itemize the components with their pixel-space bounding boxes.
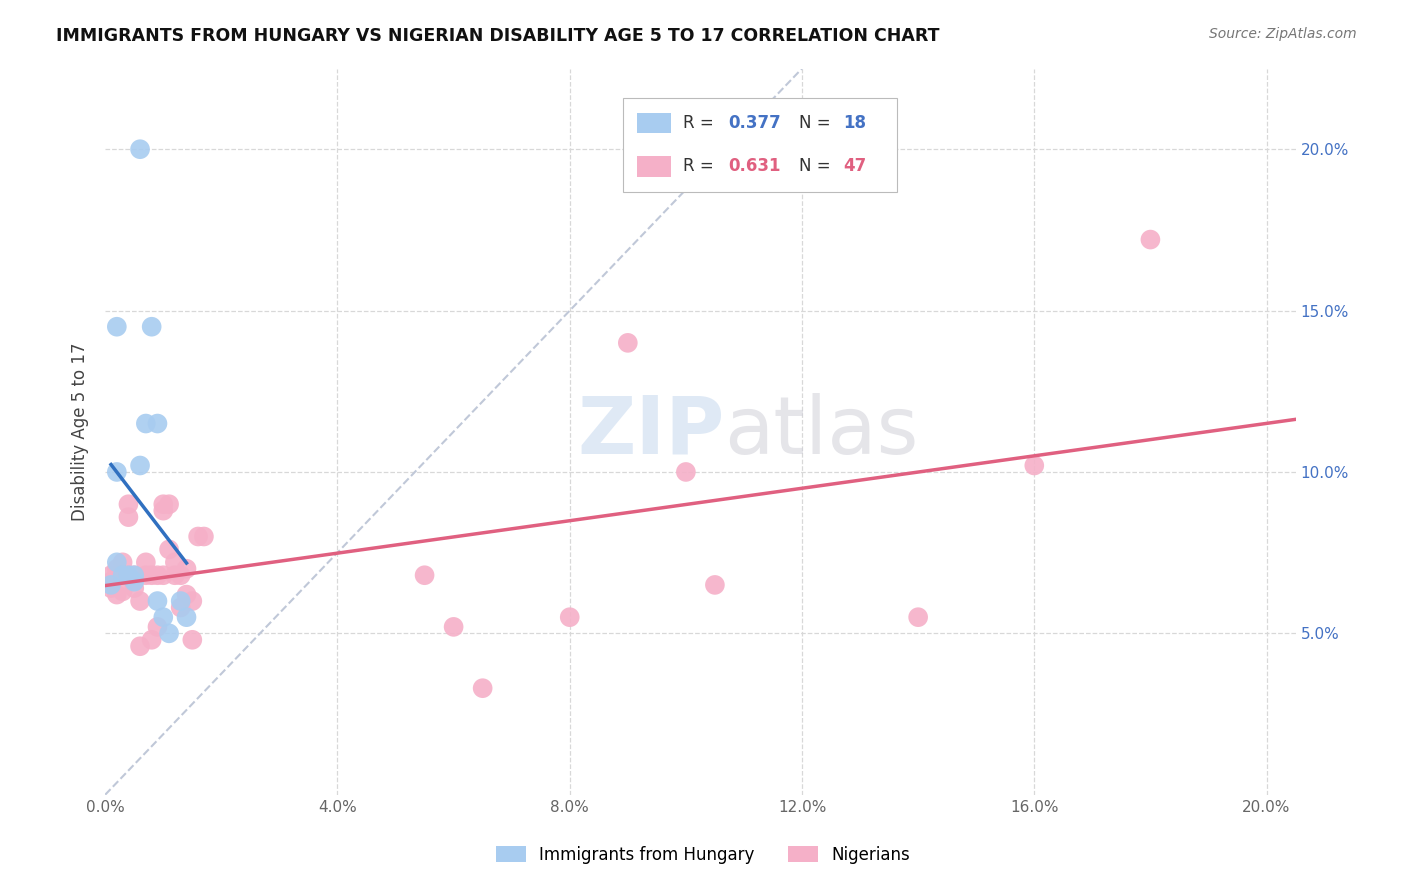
- Point: [146, 620, 169, 634]
- Point: [152, 610, 174, 624]
- Point: [170, 594, 193, 608]
- Point: [163, 555, 186, 569]
- Text: atlas: atlas: [724, 392, 918, 471]
- Point: [163, 568, 186, 582]
- Point: [146, 568, 169, 582]
- Point: [443, 620, 465, 634]
- Point: [122, 568, 145, 582]
- Point: [176, 588, 198, 602]
- Point: [152, 504, 174, 518]
- Point: [105, 562, 128, 576]
- Point: [141, 319, 163, 334]
- Text: 0.377: 0.377: [728, 114, 780, 132]
- Point: [122, 568, 145, 582]
- Point: [176, 610, 198, 624]
- Point: [122, 574, 145, 589]
- Point: [558, 610, 581, 624]
- Text: R =: R =: [682, 114, 718, 132]
- Point: [117, 568, 139, 582]
- Point: [907, 610, 929, 624]
- Text: N =: N =: [799, 114, 837, 132]
- Point: [111, 584, 134, 599]
- Point: [105, 555, 128, 569]
- Point: [117, 497, 139, 511]
- Point: [181, 594, 204, 608]
- Point: [100, 574, 122, 589]
- Point: [111, 555, 134, 569]
- Point: [170, 600, 193, 615]
- Bar: [637, 112, 671, 134]
- Point: [157, 542, 180, 557]
- Point: [129, 639, 152, 653]
- Bar: [637, 156, 671, 177]
- Point: [146, 594, 169, 608]
- Text: 18: 18: [844, 114, 866, 132]
- Point: [181, 632, 204, 647]
- Point: [129, 594, 152, 608]
- Point: [193, 529, 215, 543]
- Point: [135, 555, 157, 569]
- Text: IMMIGRANTS FROM HUNGARY VS NIGERIAN DISABILITY AGE 5 TO 17 CORRELATION CHART: IMMIGRANTS FROM HUNGARY VS NIGERIAN DISA…: [56, 27, 939, 45]
- Point: [129, 142, 152, 156]
- Point: [617, 335, 640, 350]
- Y-axis label: Disability Age 5 to 17: Disability Age 5 to 17: [72, 343, 89, 521]
- Point: [675, 465, 697, 479]
- Point: [157, 497, 180, 511]
- Text: R =: R =: [682, 158, 718, 176]
- Point: [413, 568, 436, 582]
- Point: [170, 568, 193, 582]
- Point: [100, 568, 122, 582]
- Point: [135, 568, 157, 582]
- Point: [187, 529, 209, 543]
- Point: [135, 417, 157, 431]
- Point: [152, 497, 174, 511]
- Text: 47: 47: [844, 158, 866, 176]
- Point: [111, 568, 134, 582]
- Point: [105, 465, 128, 479]
- Point: [122, 581, 145, 595]
- Point: [117, 568, 139, 582]
- Point: [1024, 458, 1046, 473]
- Point: [703, 578, 725, 592]
- Text: N =: N =: [799, 158, 837, 176]
- Point: [129, 458, 152, 473]
- Point: [105, 319, 128, 334]
- Point: [111, 568, 134, 582]
- Legend: Immigrants from Hungary, Nigerians: Immigrants from Hungary, Nigerians: [489, 839, 917, 871]
- Point: [176, 562, 198, 576]
- Point: [157, 626, 180, 640]
- Point: [152, 568, 174, 582]
- Point: [105, 588, 128, 602]
- Text: ZIP: ZIP: [576, 392, 724, 471]
- Point: [471, 681, 494, 696]
- Point: [141, 568, 163, 582]
- Point: [141, 632, 163, 647]
- Text: Source: ZipAtlas.com: Source: ZipAtlas.com: [1209, 27, 1357, 41]
- Point: [100, 581, 122, 595]
- Point: [100, 578, 122, 592]
- Point: [117, 510, 139, 524]
- Text: 0.631: 0.631: [728, 158, 780, 176]
- Point: [146, 417, 169, 431]
- Bar: [623, 97, 897, 192]
- Point: [1139, 233, 1161, 247]
- Point: [105, 568, 128, 582]
